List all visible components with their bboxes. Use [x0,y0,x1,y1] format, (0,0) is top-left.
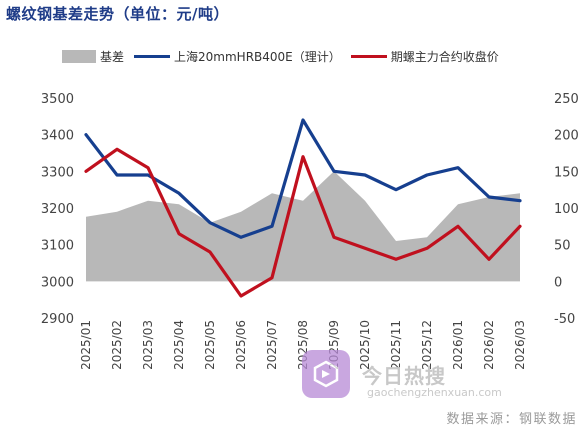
x-tick-label: 2025/03 [141,320,155,370]
y-left-tick-label: 3500 [41,92,74,107]
series-line-spot [84,118,522,239]
data-source: 数据来源：钢联数据 [446,412,577,427]
legend-swatch-spot [134,54,171,58]
y-left-tick-label: 3400 [41,129,74,144]
y-right-tick-label: 100 [554,202,579,217]
legend-item-basis: 基差 [62,48,124,65]
y-left-tick-label: 3000 [41,275,74,290]
x-tick-label: 2025/06 [234,320,248,370]
watermark-name: 今日热搜 [362,363,446,388]
x-tick-label: 2026/02 [482,320,496,370]
y-right-tick-label: 150 [554,165,579,180]
legend-label-basis: 基差 [100,49,125,64]
y-left-tick-label: 2900 [41,312,74,327]
x-tick-label: 2025/11 [389,320,403,370]
x-tick-label: 2025/07 [265,320,279,370]
series-line-futures [84,147,522,298]
y-right-tick-label: 0 [554,275,562,290]
legend-swatch-basis [62,49,96,63]
x-tick-label: 2025/05 [203,320,217,370]
chart-title: 螺纹钢基差走势（单位：元/吨） [6,5,229,23]
watermark-logo-icon [302,350,350,398]
y-left-tick-label: 3100 [41,239,74,254]
series-area-basis [86,171,520,282]
chart-legend: 基差 上海20mmHRB400E（理计） 期螺主力合约收盘价 [62,47,509,65]
x-tick-label: 2025/10 [358,320,372,370]
y-right-tick-label: 200 [554,129,579,144]
y-right-tick-label: 50 [554,239,571,254]
x-tick-label: 2025/04 [172,320,186,370]
watermark: 今日热搜 [302,350,446,398]
x-tick-label: 2026/01 [451,320,465,370]
x-tick-label: 2025/02 [110,320,124,370]
legend-item-futures: 期螺主力合约收盘价 [350,48,499,65]
legend-swatch-futures [350,54,387,58]
y-left-tick-label: 3200 [41,202,74,217]
legend-label-futures: 期螺主力合约收盘价 [390,49,499,64]
x-tick-label: 2025/01 [79,320,93,370]
x-tick-label: 2026/03 [513,320,527,370]
legend-item-spot: 上海20mmHRB400E（理计） [134,48,341,65]
legend-label-spot: 上海20mmHRB400E（理计） [174,49,341,64]
y-right-tick-label: -50 [554,312,575,327]
x-tick-label: 2025/12 [420,320,434,370]
y-left-tick-label: 3300 [41,165,74,180]
y-right-tick-label: 250 [554,92,579,107]
watermark-url: gaochengzhenxuan.com [367,386,502,399]
